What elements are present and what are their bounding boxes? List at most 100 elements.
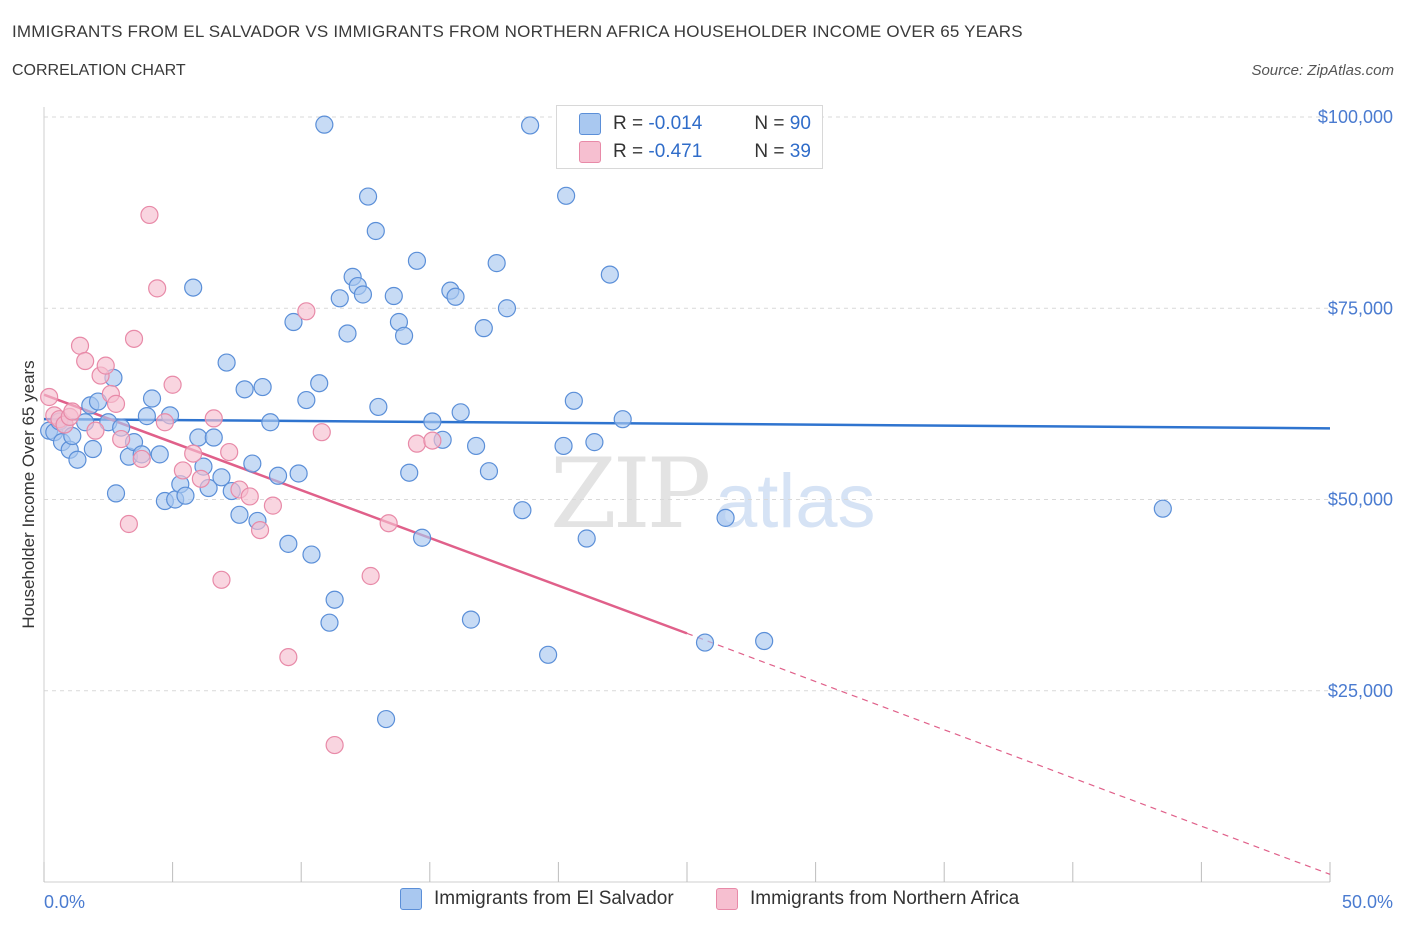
- el-salvador-point: [585, 433, 604, 452]
- el-salvador-point: [315, 115, 334, 134]
- el-salvador-point: [366, 221, 385, 241]
- northern-africa-trend-extension: [686, 632, 1331, 875]
- pink-swatch-icon: [579, 141, 601, 163]
- r-label: R =: [613, 141, 644, 162]
- el-salvador-point: [412, 528, 432, 547]
- el-salvador-point: [600, 265, 619, 284]
- source-credit: Source: ZipAtlas.com: [1251, 62, 1394, 79]
- northern-africa-point: [297, 302, 316, 321]
- pink-swatch-icon: [716, 888, 738, 910]
- el-salvador-point: [310, 374, 329, 393]
- el-salvador-point: [695, 633, 715, 652]
- northern-africa-point: [76, 351, 95, 371]
- legend-item-el-salvador[interactable]: Immigrants from El Salvador: [400, 888, 674, 910]
- el-salvador-point: [253, 377, 272, 397]
- el-salvador-point: [150, 445, 169, 464]
- r-label: R =: [613, 113, 644, 134]
- northern-africa-point: [155, 413, 174, 432]
- northern-africa-point: [124, 329, 144, 348]
- el-salvador-point: [497, 299, 517, 318]
- axis-labels: $25,000 $50,000 $75,000 $100,000 0.0% 50.0% Ho…: [19, 107, 1393, 912]
- northern-africa-point: [240, 487, 259, 506]
- northern-africa-point: [63, 402, 82, 421]
- el-salvador-point: [68, 450, 87, 469]
- el-salvador-point: [338, 324, 357, 343]
- northern-africa-point: [279, 647, 298, 667]
- northern-africa-point: [407, 434, 427, 453]
- stats-legend-row-northern-africa: R = -0.471 N = 39: [579, 140, 811, 164]
- el-salvador-point: [142, 389, 162, 408]
- el-salvador-point: [320, 613, 339, 632]
- el-salvador-point: [330, 289, 349, 308]
- el-salvador-point: [577, 529, 596, 548]
- northern-africa-point: [184, 444, 203, 463]
- el-salvador-point: [204, 428, 223, 447]
- el-salvador-point: [261, 413, 280, 432]
- el-salvador-point: [513, 501, 532, 520]
- el-salvador-point: [564, 391, 583, 410]
- el-salvador-point: [716, 508, 735, 527]
- blue-swatch-icon: [579, 113, 601, 135]
- el-salvador-point: [423, 412, 442, 431]
- el-salvador-point: [353, 285, 373, 304]
- el-salvador-point: [1153, 499, 1172, 518]
- legend-item-northern-africa[interactable]: Immigrants from Northern Africa: [716, 888, 1019, 910]
- el-salvador-point: [297, 390, 316, 410]
- el-salvador-point: [394, 326, 414, 345]
- el-salvador-point: [487, 254, 506, 273]
- el-salvador-point: [369, 397, 388, 417]
- el-salvador-point: [539, 645, 558, 664]
- el-salvador-trend-line: [43, 417, 1331, 430]
- y-tick-label: $25,000: [1328, 681, 1393, 701]
- n-value: 39: [789, 141, 811, 162]
- y-tick-label: $100,000: [1318, 107, 1393, 127]
- el-salvador-point: [521, 116, 540, 135]
- x-tick-label: 50.0%: [1342, 892, 1393, 912]
- el-salvador-point: [400, 463, 419, 482]
- el-salvador-point: [137, 407, 156, 426]
- northern-africa-point: [191, 469, 210, 488]
- northern-africa-point: [86, 421, 105, 440]
- northern-africa-point: [119, 514, 138, 534]
- n-label: N =: [754, 141, 785, 162]
- el-salvador-point: [474, 319, 493, 338]
- el-salvador-point: [554, 436, 573, 456]
- el-salvador-point: [289, 464, 308, 483]
- northern-africa-point: [106, 394, 126, 413]
- el-salvador-point: [184, 278, 203, 297]
- data-points: [40, 115, 1172, 755]
- northern-africa-point: [70, 336, 90, 355]
- legend-label: Immigrants from El Salvador: [434, 888, 674, 909]
- el-salvador-point: [557, 186, 576, 205]
- r-value: -0.014: [648, 113, 703, 134]
- el-salvador-point: [217, 353, 236, 372]
- y-tick-label: $75,000: [1328, 298, 1393, 318]
- el-salvador-point: [466, 436, 486, 456]
- northern-africa-point: [423, 431, 442, 450]
- el-salvador-point: [407, 251, 427, 270]
- y-tick-label: $50,000: [1328, 490, 1393, 510]
- el-salvador-point: [106, 484, 126, 503]
- watermark-zip: ZIP: [550, 438, 709, 550]
- n-label: N =: [754, 113, 785, 134]
- northern-africa-point: [163, 375, 182, 394]
- stats-legend: R = -0.014 N = 90 R = -0.471 N = 39: [556, 105, 823, 169]
- axes: [43, 107, 1331, 883]
- northern-africa-point: [250, 520, 270, 540]
- el-salvador-point: [461, 610, 481, 629]
- trend-lines: [43, 393, 1331, 875]
- watermark: ZIP atlas: [550, 438, 876, 550]
- northern-africa-trend-line: [43, 393, 688, 635]
- northern-africa-point: [361, 566, 380, 586]
- northern-africa-point: [148, 279, 167, 298]
- northern-africa-point: [212, 570, 231, 589]
- el-salvador-point: [284, 312, 303, 332]
- y-axis-label: Householder Income Over 65 years: [19, 360, 38, 628]
- stats-legend-row-el-salvador: R = -0.014 N = 90: [579, 112, 811, 136]
- el-salvador-point: [384, 286, 403, 306]
- watermark-atlas: atlas: [715, 459, 876, 544]
- legend-label: Immigrants from Northern Africa: [750, 888, 1020, 909]
- el-salvador-point: [302, 545, 321, 564]
- northern-africa-point: [96, 356, 115, 375]
